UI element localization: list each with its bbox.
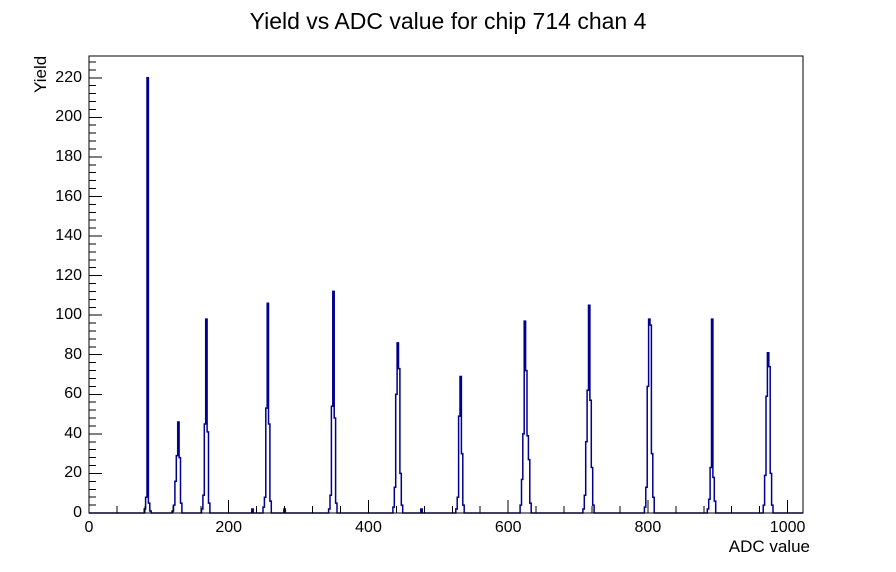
y-tick-label: 140 [55, 227, 82, 244]
y-tick-label: 40 [64, 424, 82, 442]
y-tick-label: 120 [55, 266, 82, 284]
y-tick-label: 20 [64, 464, 82, 482]
y-tick-label: 220 [55, 68, 82, 86]
x-axis-title: ADC value [728, 537, 810, 556]
x-tick-label: 0 [84, 519, 94, 536]
y-tick-label: 200 [55, 108, 82, 126]
x-tick-label: 800 [634, 519, 662, 536]
y-tick-label: 80 [64, 345, 82, 363]
y-tick-label: 100 [55, 306, 82, 324]
y-tick-label: 0 [73, 504, 82, 521]
histogram-line [89, 77, 803, 514]
y-tick-label: 180 [55, 147, 82, 165]
x-tick-label: 200 [215, 519, 243, 536]
chart-title: Yield vs ADC value for chip 714 chan 4 [249, 8, 647, 34]
x-tick-label: 1000 [769, 519, 806, 536]
y-tick-label: 160 [55, 187, 82, 205]
y-tick-label: 60 [64, 385, 82, 403]
plot-frame [88, 55, 804, 514]
x-tick-label: 600 [494, 519, 522, 536]
x-tick-label: 400 [355, 519, 382, 536]
